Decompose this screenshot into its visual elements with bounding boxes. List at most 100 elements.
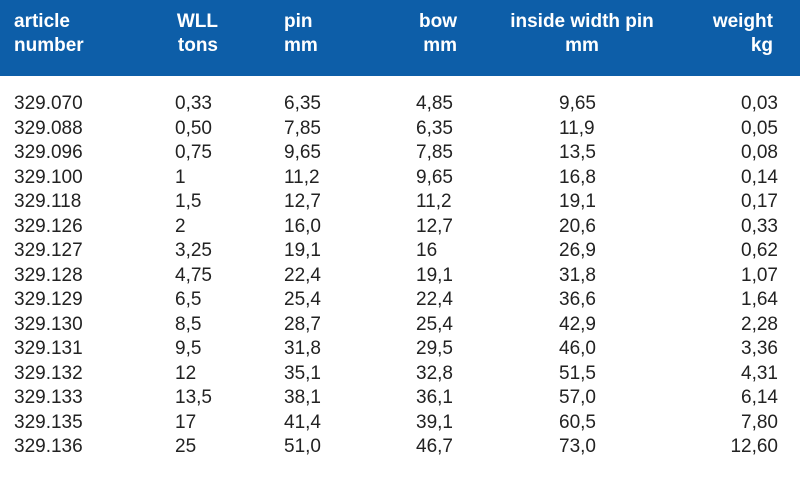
cell-pin: 19,1: [284, 240, 321, 261]
cell-inside-width: 19,1: [559, 191, 596, 212]
cell-bow: 11,2: [416, 191, 452, 212]
cell-pin: 35,1: [284, 362, 321, 384]
header-label: mm: [284, 35, 318, 56]
table-row: 329.129 6,5 25,4 22,4 36,6 1,64: [0, 288, 800, 313]
cell-bow: 19,1: [416, 264, 453, 286]
cell-wll: 0,75: [175, 142, 212, 163]
header-label: mm: [565, 35, 599, 56]
header-label: kg: [750, 35, 773, 56]
header-inside-width-pin-mm: inside width pin mm: [505, 10, 659, 58]
cell-inside-width: 73,0: [559, 436, 596, 457]
cell-article-number: 329.096: [14, 142, 83, 163]
cell-article-number: 329.132: [14, 362, 83, 384]
table-row: 329.100 1 11,2 9,65 16,8 0,14: [0, 166, 800, 191]
cell-article-number: 329.130: [14, 313, 83, 335]
cell-wll: 0,50: [175, 117, 212, 139]
cell-weight: 7,80: [741, 411, 778, 433]
cell-inside-width: 46,0: [559, 338, 596, 359]
cell-wll: 0,33: [175, 93, 212, 114]
cell-weight: 0,62: [741, 240, 778, 261]
cell-bow: 32,8: [416, 362, 453, 384]
cell-wll: 13,5: [175, 387, 212, 408]
cell-article-number: 329.100: [14, 166, 83, 188]
table-row: 329.132 12 35,1 32,8 51,5 4,31: [0, 362, 800, 387]
cell-weight: 0,05: [741, 117, 778, 139]
cell-inside-width: 26,9: [559, 240, 596, 261]
cell-bow: 29,5: [416, 338, 453, 359]
cell-wll: 9,5: [175, 338, 202, 359]
cell-article-number: 329.127: [14, 240, 83, 261]
cell-pin: 41,4: [284, 411, 321, 433]
cell-weight: 12,60: [730, 436, 778, 457]
cell-article-number: 329.133: [14, 387, 83, 408]
cell-weight: 0,14: [741, 166, 778, 188]
cell-weight: 1,07: [741, 264, 778, 286]
header-article-number: article number: [14, 10, 84, 58]
table-row: 329.133 13,5 38,1 36,1 57,0 6,14: [0, 386, 800, 411]
cell-bow: 6,35: [416, 117, 453, 139]
cell-article-number: 329.118: [14, 191, 82, 212]
cell-wll: 17: [175, 411, 197, 433]
cell-weight: 3,36: [741, 338, 778, 359]
cell-wll: 8,5: [175, 313, 202, 335]
cell-pin: 51,0: [284, 436, 321, 457]
cell-wll: 3,25: [175, 240, 212, 261]
cell-pin: 6,35: [284, 93, 321, 114]
cell-bow: 9,65: [416, 166, 453, 188]
cell-wll: 2: [175, 215, 186, 237]
cell-pin: 16,0: [284, 215, 321, 237]
cell-pin: 22,4: [284, 264, 321, 286]
table-row: 329.135 17 41,4 39,1 60,5 7,80: [0, 411, 800, 436]
cell-wll: 4,75: [175, 264, 212, 286]
cell-article-number: 329.126: [14, 215, 83, 237]
table-row: 329.128 4,75 22,4 19,1 31,8 1,07: [0, 264, 800, 289]
header-label: mm: [423, 35, 457, 56]
cell-inside-width: 9,65: [559, 93, 596, 114]
cell-pin: 12,7: [284, 191, 321, 212]
cell-pin: 7,85: [284, 117, 321, 139]
cell-article-number: 329.070: [14, 93, 83, 114]
header-label: article: [14, 11, 70, 32]
table-row: 329.127 3,25 19,1 16 26,9 0,62: [0, 239, 800, 264]
cell-bow: 39,1: [416, 411, 453, 433]
cell-bow: 4,85: [416, 93, 453, 114]
cell-inside-width: 20,6: [559, 215, 596, 237]
cell-wll: 1,5: [175, 191, 202, 212]
cell-pin: 25,4: [284, 289, 321, 310]
table-body: 329.070 0,33 6,35 4,85 9,65 0,03 329.088 0,50 7,…: [0, 92, 800, 460]
cell-article-number: 329.135: [14, 411, 83, 433]
cell-pin: 11,2: [284, 166, 320, 188]
cell-bow: 36,1: [416, 387, 453, 408]
cell-pin: 28,7: [284, 313, 321, 335]
header-label: tons: [177, 35, 218, 56]
table-row: 329.131 9,5 31,8 29,5 46,0 3,36: [0, 337, 800, 362]
cell-weight: 2,28: [741, 313, 778, 335]
cell-weight: 6,14: [741, 387, 778, 408]
cell-article-number: 329.131: [14, 338, 83, 359]
cell-pin: 31,8: [284, 338, 321, 359]
cell-wll: 25: [175, 436, 197, 457]
cell-inside-width: 42,9: [559, 313, 596, 335]
header-label: weight: [712, 11, 773, 32]
table-row: 329.126 2 16,0 12,7 20,6 0,33: [0, 215, 800, 240]
cell-article-number: 329.088: [14, 117, 83, 139]
cell-inside-width: 57,0: [559, 387, 596, 408]
header-label: bow: [419, 11, 457, 32]
cell-bow: 16: [416, 240, 438, 261]
cell-pin: 9,65: [284, 142, 321, 163]
header-label: WLL: [176, 11, 218, 32]
cell-bow: 25,4: [416, 313, 453, 335]
cell-weight: 0,17: [741, 191, 778, 212]
table-row: 329.070 0,33 6,35 4,85 9,65 0,03: [0, 92, 800, 117]
cell-weight: 4,31: [741, 362, 778, 384]
cell-weight: 0,03: [741, 93, 778, 114]
cell-article-number: 329.129: [14, 289, 83, 310]
cell-wll: 12: [175, 362, 197, 384]
table-row: 329.136 25 51,0 46,7 73,0 12,60: [0, 435, 800, 460]
cell-inside-width: 11,9: [559, 117, 595, 139]
cell-inside-width: 13,5: [559, 142, 596, 163]
table-header: article number WLL tons pin mm bow mm in…: [0, 0, 800, 76]
cell-inside-width: 60,5: [559, 411, 596, 433]
cell-inside-width: 16,8: [559, 166, 596, 188]
cell-bow: 46,7: [416, 436, 453, 457]
